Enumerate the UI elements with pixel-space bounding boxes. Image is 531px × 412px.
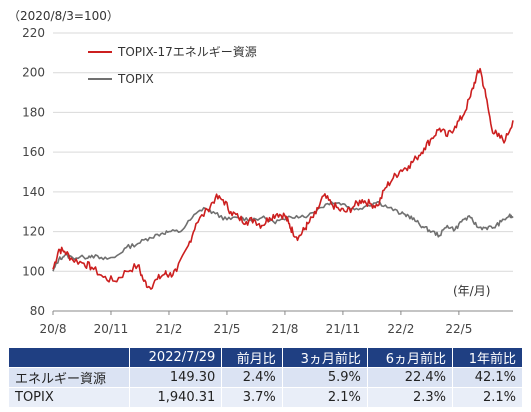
x-tick-label: 21/8 bbox=[271, 322, 298, 336]
table-header-3m: 3ヵ月前比 bbox=[281, 348, 368, 368]
base-note: （2020/8/3=100） bbox=[8, 9, 119, 23]
legend-label-energy: TOPIX-17エネルギー資源 bbox=[117, 45, 257, 59]
x-tick-label: 21/5 bbox=[213, 322, 240, 336]
table-header-blank bbox=[9, 348, 130, 368]
row-name: エネルギー資源 bbox=[9, 367, 130, 388]
legend: TOPIX-17エネルギー資源 TOPIX bbox=[88, 45, 257, 86]
row-1y: 42.1% bbox=[452, 367, 522, 388]
row-6m: 2.3% bbox=[366, 387, 453, 407]
x-tick-label: 20/8 bbox=[40, 322, 67, 336]
y-tick-label: 140 bbox=[22, 185, 45, 199]
y-tick-label: 80 bbox=[30, 304, 45, 318]
row-1y: 2.1% bbox=[452, 387, 522, 407]
table-header-1y: 1年前比 bbox=[452, 348, 522, 368]
table-row: TOPIX 1,940.31 3.7% 2.1% 2.3% 2.1% bbox=[9, 387, 522, 407]
x-axis: 20/8 20/11 21/2 21/5 21/8 21/11 22/2 22/5 bbox=[40, 311, 472, 336]
row-1m: 2.4% bbox=[221, 367, 283, 388]
x-tick-label: 21/11 bbox=[326, 322, 361, 336]
row-name: TOPIX bbox=[9, 387, 130, 407]
table-row: エネルギー資源 149.30 2.4% 5.9% 22.4% 42.1% bbox=[9, 367, 522, 388]
y-tick-label: 100 bbox=[22, 264, 45, 278]
y-axis: 80 100 120 140 160 180 200 220 bbox=[22, 26, 45, 318]
legend-label-topix: TOPIX bbox=[117, 72, 154, 86]
performance-table: 2022/7/29 前月比 3ヵ月前比 6ヵ月前比 1年前比 エネルギー資源 1… bbox=[9, 348, 522, 407]
series-line-energy bbox=[52, 67, 514, 290]
row-price: 149.30 bbox=[128, 367, 222, 388]
table-header-1m: 前月比 bbox=[221, 348, 283, 368]
line-chart: （2020/8/3=100） 80 100 120 140 160 180 200 220 2… bbox=[8, 9, 514, 336]
x-tick-label: 22/5 bbox=[445, 322, 472, 336]
table-header-6m: 6ヵ月前比 bbox=[366, 348, 453, 368]
x-tick-label: 20/11 bbox=[94, 322, 129, 336]
table-header-date: 2022/7/29 bbox=[128, 348, 222, 368]
row-6m: 22.4% bbox=[366, 367, 453, 388]
row-1m: 3.7% bbox=[221, 387, 283, 407]
series-lines bbox=[52, 67, 514, 290]
row-price: 1,940.31 bbox=[128, 387, 222, 407]
series-line-topix bbox=[52, 201, 514, 272]
y-tick-label: 160 bbox=[22, 145, 45, 159]
y-tick-label: 180 bbox=[22, 105, 45, 119]
table-header-row: 2022/7/29 前月比 3ヵ月前比 6ヵ月前比 1年前比 bbox=[9, 348, 522, 368]
y-tick-label: 120 bbox=[22, 225, 45, 239]
y-tick-label: 200 bbox=[22, 66, 45, 80]
x-tick-label: 22/2 bbox=[387, 322, 414, 336]
y-tick-label: 220 bbox=[22, 26, 45, 40]
x-unit-label: (年/月) bbox=[453, 284, 490, 298]
row-3m: 5.9% bbox=[281, 367, 368, 388]
x-tick-label: 21/2 bbox=[155, 322, 182, 336]
row-3m: 2.1% bbox=[281, 387, 368, 407]
